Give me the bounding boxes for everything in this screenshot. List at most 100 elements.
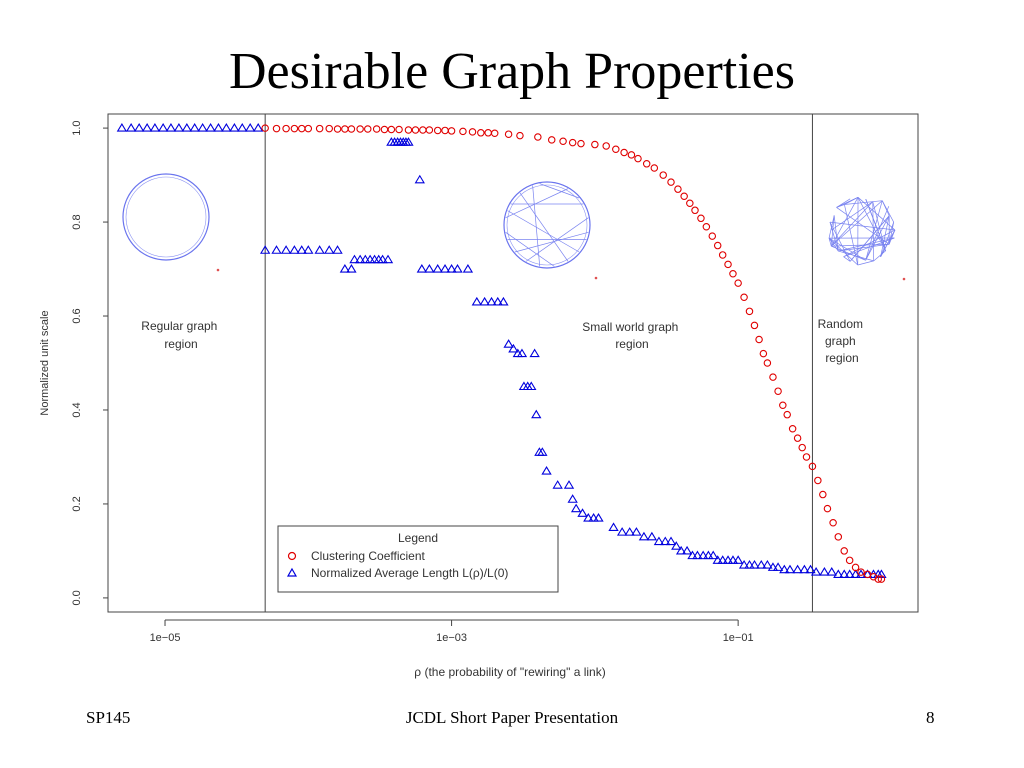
clustering-point (691, 206, 699, 215)
clustering-point (315, 124, 324, 133)
clustering-point (845, 556, 854, 565)
length-point (653, 536, 665, 546)
series-normalized-average-length (116, 123, 887, 578)
clustering-point (516, 131, 524, 140)
clustering-point (680, 192, 688, 200)
clustering-point (459, 127, 467, 136)
y-tick-label: 0.6 (71, 308, 83, 323)
clustering-point (686, 199, 694, 208)
length-point (526, 381, 537, 391)
clustering-point (755, 335, 763, 344)
length-point (332, 245, 343, 254)
length-point (173, 123, 185, 132)
length-point (149, 123, 161, 132)
clustering-point (468, 128, 477, 136)
length-point (424, 263, 435, 273)
length-point (767, 562, 779, 571)
clustering-point (433, 126, 442, 135)
legend-marker-length (286, 567, 298, 577)
x-tick-label: 1e−05 (150, 632, 181, 644)
length-point (799, 564, 810, 574)
length-point (354, 254, 366, 264)
length-point (708, 550, 719, 560)
length-point (839, 569, 850, 578)
length-point (583, 512, 594, 522)
length-point (717, 555, 728, 564)
length-point (416, 263, 428, 273)
length-point (492, 296, 503, 306)
legend-entry-length: Normalized Average Length L(ρ)/L(0) (311, 566, 508, 580)
clustering-point (769, 373, 777, 381)
length-point (681, 545, 693, 555)
clustering-point (774, 387, 782, 395)
length-point (165, 123, 177, 132)
rewiring-chart: 0.0 0.2 0.4 0.6 0.8 1.0 1e−05 1e−03 1e−01 Norma… (39, 113, 919, 679)
length-point (732, 555, 744, 564)
clustering-point (484, 129, 492, 137)
length-point (631, 527, 642, 536)
length-point (446, 263, 457, 273)
length-point (570, 503, 582, 513)
clustering-point (477, 129, 485, 137)
length-point (486, 296, 497, 306)
length-point (498, 296, 509, 306)
clustering-point (297, 124, 306, 133)
length-point (503, 339, 514, 348)
length-point (792, 564, 803, 574)
length-point (722, 555, 734, 564)
length-point (855, 569, 867, 578)
length-point (213, 123, 224, 132)
clustering-point (793, 434, 802, 442)
length-point (588, 512, 599, 522)
length-point (805, 564, 816, 574)
clustering-point (620, 148, 628, 157)
length-point (349, 254, 360, 264)
clustering-point (290, 124, 299, 133)
length-point (471, 296, 482, 306)
clustering-point (441, 126, 449, 135)
length-point (133, 123, 145, 132)
legend-marker-clustering (287, 551, 297, 561)
footer-center: JCDL Short Paper Presentation (405, 708, 619, 727)
length-point (181, 123, 193, 132)
length-point (141, 123, 153, 132)
length-point (784, 564, 796, 574)
clustering-point (341, 125, 349, 133)
length-point (552, 480, 563, 489)
length-point (772, 562, 784, 571)
length-point (339, 263, 351, 273)
clustering-point (823, 504, 832, 513)
clustering-point (802, 453, 811, 461)
clustering-point (667, 178, 675, 186)
clustering-point (504, 130, 513, 138)
length-point (303, 245, 314, 254)
length-point (819, 566, 830, 576)
region-label-small-world: Small world graph region (582, 320, 681, 351)
clustering-point (708, 232, 717, 240)
random-graph-illustration (828, 196, 906, 281)
length-point (508, 343, 519, 353)
length-point (537, 447, 548, 456)
clustering-point (411, 126, 420, 134)
clustering-point (724, 260, 732, 269)
clustering-point (734, 279, 742, 287)
length-point (833, 569, 844, 578)
length-point (638, 531, 650, 541)
region-label-regular: Regular graph region (141, 319, 220, 351)
length-point (660, 536, 671, 546)
clustering-point (304, 124, 313, 133)
length-point (479, 296, 490, 306)
clustering-point (642, 160, 651, 168)
footer-page-number: 8 (926, 708, 935, 727)
clustering-point (419, 126, 427, 134)
length-point (826, 566, 837, 576)
length-point (205, 123, 216, 132)
clustering-point (347, 125, 356, 133)
small-world-graph-illustration (503, 181, 598, 280)
clustering-point (534, 133, 542, 141)
clustering-point (779, 401, 787, 410)
clustering-point (713, 241, 722, 250)
clustering-point (840, 547, 848, 555)
length-point (259, 245, 271, 254)
clustering-point (425, 126, 434, 134)
